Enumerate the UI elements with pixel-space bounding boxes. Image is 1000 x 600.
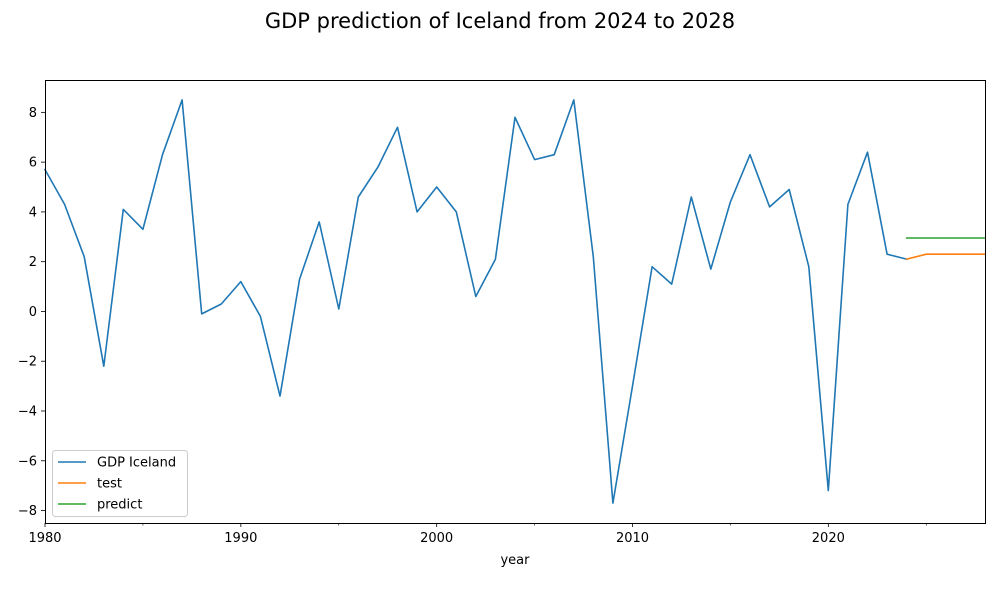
y-tick-label-7: 6	[29, 156, 37, 171]
y-tick-label-8: 8	[29, 106, 37, 121]
x-tick-label-2: 2000	[420, 531, 453, 546]
series-lines	[43, 99, 986, 504]
y-tick-label-6: 4	[29, 205, 37, 220]
legend-label-1: test	[97, 477, 122, 492]
y-tick-label-1: −6	[18, 454, 37, 469]
legend: GDP Iceland test predict	[52, 450, 188, 517]
x-tick-label-0: 1980	[28, 531, 61, 546]
legend-label-0: GDP Iceland	[97, 456, 176, 471]
chart-title: GDP prediction of Iceland from 2024 to 2…	[265, 9, 735, 33]
legend-label-2: predict	[97, 498, 142, 513]
x-tick-label-3: 2010	[616, 531, 649, 546]
y-tick-label-5: 2	[29, 255, 37, 270]
x-tick-label-4: 2020	[812, 531, 845, 546]
y-tick-label-0: −8	[18, 504, 37, 519]
y-tick-label-3: −2	[18, 355, 37, 370]
series-line-0	[43, 99, 908, 504]
y-axis: −8 −6 −4 −2 0 2 4 6 8	[18, 106, 45, 519]
legend-box	[52, 450, 188, 517]
y-tick-label-4: 0	[29, 305, 37, 320]
plot-frame	[45, 80, 986, 524]
x-axis-label: year	[500, 553, 530, 568]
x-axis: 1980 1990 2000 2010 2020	[28, 523, 927, 546]
y-tick-label-2: −4	[18, 405, 37, 420]
series-line-1	[905, 253, 986, 261]
x-tick-label-1: 1990	[224, 531, 257, 546]
